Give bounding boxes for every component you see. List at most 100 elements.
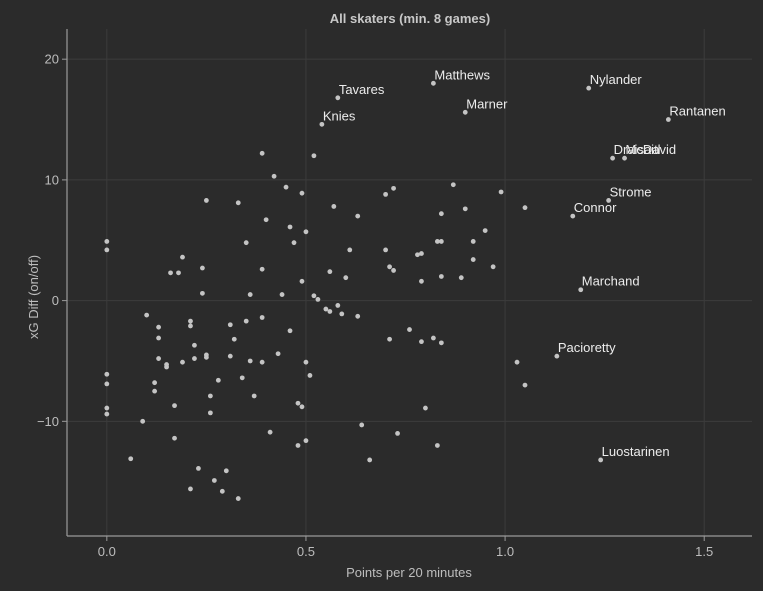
data-point [104,381,110,387]
data-point [419,251,424,256]
data-point [235,496,241,501]
data-point [176,270,181,276]
grid-layer [67,29,752,536]
data-point [196,466,201,471]
labeled-data-point [335,95,341,101]
data-point [219,488,225,494]
data-point [104,371,110,377]
data-point [391,268,396,273]
data-point [331,204,337,209]
labeled-data-point [430,80,436,86]
data-point [207,410,213,416]
data-point [152,380,158,386]
point-label: Nylander [590,72,643,87]
data-point [239,375,245,381]
data-point [407,327,412,332]
data-point [104,411,110,417]
point-label: Marner [466,96,508,111]
point-label: Matthews [434,67,490,82]
data-point [355,313,361,319]
data-point [347,247,353,253]
data-point [514,359,520,365]
data-point [200,290,205,296]
data-point [315,297,321,302]
data-point [367,457,373,463]
data-point [156,356,161,361]
x-tick-label: 0.0 [98,544,116,559]
labeled-data-point [610,155,616,161]
data-point [430,335,436,341]
data-point [287,328,293,334]
data-point [243,240,249,246]
data-point [303,438,309,444]
point-label: Marchand [582,274,640,289]
data-point [335,303,341,308]
data-point [168,270,173,276]
data-point [311,153,317,159]
data-point [211,478,217,483]
data-point [438,239,444,244]
data-point [419,278,424,284]
data-point [231,336,237,342]
data-point [482,228,488,233]
axes-layer [66,29,752,537]
data-point [470,239,476,244]
data-point [299,190,305,196]
labeled-data-point [606,198,612,203]
data-point [423,405,428,411]
y-axis-label: xG Diff (on/off) [26,255,41,339]
point-label: Pacioretty [558,340,616,355]
data-point [383,191,389,197]
data-point [438,340,444,346]
data-point [327,269,333,275]
data-point [192,342,197,348]
data-point [104,247,110,253]
data-point [339,311,345,317]
labeled-data-point [586,85,592,91]
data-point [359,422,365,428]
data-point [355,213,361,219]
data-point [299,278,305,284]
data-point [144,312,150,318]
point-label: Knies [323,108,356,123]
labeled-data-point [462,109,468,115]
data-point [192,356,197,361]
x-axis-label: Points per 20 minutes [346,565,472,580]
data-point [180,254,185,260]
labeled-data-point [578,287,584,293]
data-point [287,224,293,230]
data-point [152,388,158,394]
data-point [383,247,389,253]
points-layer [104,80,671,501]
labeled-data-point [554,353,560,359]
data-point [387,336,392,342]
data-point [267,429,273,435]
data-point [188,318,193,324]
data-point [462,206,468,212]
data-point [104,405,110,411]
data-point [323,306,329,312]
labeled-data-point [665,117,671,122]
y-tick-label: 0 [52,293,59,308]
data-point [259,150,265,156]
data-point [247,292,253,297]
data-point [223,468,229,474]
data-point [156,335,161,341]
labeled-data-point [570,213,576,219]
data-point [415,252,420,258]
data-point [104,239,110,244]
data-point [434,239,440,244]
data-point [438,274,444,279]
point-labels-layer: Matthews Nylander Tavares Marner Rantanen Kni… [323,67,726,459]
data-point [140,418,146,424]
labeled-data-point [319,121,325,127]
x-tick-label: 1.0 [496,544,514,559]
data-point [263,217,269,223]
data-point [419,339,424,345]
data-point [391,185,396,191]
data-point [295,443,301,448]
data-point [283,184,289,190]
point-label: Connor [574,200,617,215]
data-point [180,359,185,365]
